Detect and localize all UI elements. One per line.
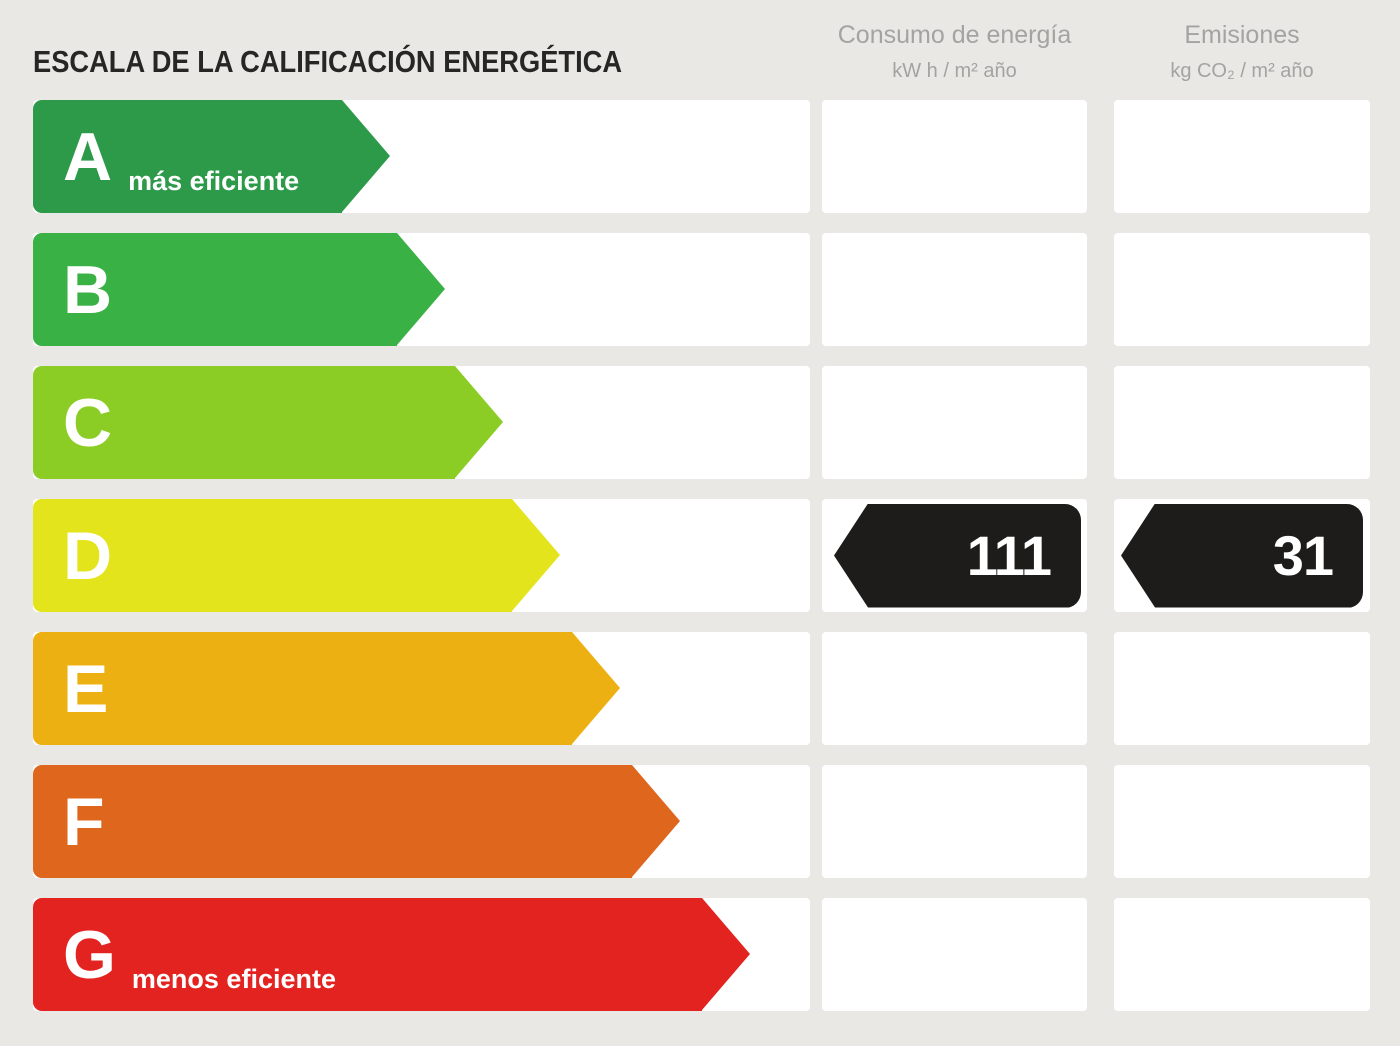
emissions-cell [1114,632,1370,745]
consumption-cell [822,765,1087,878]
scale-row-D: D 111 31 [33,499,1400,612]
scale-row-G: G menos eficiente [33,898,1400,1011]
consumption-cell [822,898,1087,1011]
grade-bar-E: E [33,632,620,745]
efficiency-note: menos eficiente [131,964,336,994]
grade-bar-G: G menos eficiente [33,898,750,1011]
grade-bar-A: A más eficiente [33,100,390,213]
emissions-cell [1114,100,1370,213]
consumption-cell [822,632,1087,745]
emissions-cell: 31 [1114,499,1370,612]
grade-bar-B: B [33,233,445,346]
scale-row-C: C [33,366,1400,479]
emissions-value-badge: 31 [1121,503,1363,608]
efficiency-note: más eficiente [128,166,300,196]
consumption-column-header: Consumo de energía kW h / m² año [822,0,1087,100]
bar-track: F [33,765,810,878]
grade-letter: D [63,517,113,594]
bar-track: B [33,233,810,346]
consumption-cell: 111 [822,499,1087,612]
bar-track: E [33,632,810,745]
consumption-value-badge: 111 [834,503,1081,608]
rating-scale: A más eficiente B C D [33,100,1400,1011]
grade-bar-C: C [33,366,503,479]
emissions-cell [1114,898,1370,1011]
grade-letter: C [63,384,113,461]
grade-letter: F [63,783,105,860]
consumption-unit: kW h / m² año [892,60,1017,82]
scale-row-E: E [33,632,1400,745]
grade-letter: B [63,251,113,328]
bar-track: D [33,499,810,612]
grade-bar-D: D [33,499,560,612]
emissions-column-header: Emisiones kg CO₂ / m² año [1114,0,1370,100]
emissions-cell [1114,366,1370,479]
bar-track: G menos eficiente [33,898,810,1011]
consumption-title: Consumo de energía [837,21,1072,49]
grade-letter: G [63,916,116,993]
emissions-cell [1114,765,1370,878]
scale-row-B: B [33,233,1400,346]
bar-track: C [33,366,810,479]
bar-track: A más eficiente [33,100,810,213]
emissions-unit: kg CO₂ / m² año [1170,60,1314,82]
consumption-cell [822,366,1087,479]
page-title: ESCALA DE LA CALIFICACIÓN ENERGÉTICA [33,44,623,79]
grade-letter: E [63,650,109,727]
consumption-cell [822,100,1087,213]
scale-row-F: F [33,765,1400,878]
emissions-title: Emisiones [1184,21,1300,49]
scale-row-A: A más eficiente [33,100,1400,213]
grade-letter: A [63,118,113,195]
grade-bar-F: F [33,765,680,878]
consumption-cell [822,233,1087,346]
emissions-cell [1114,233,1370,346]
header: ESCALA DE LA CALIFICACIÓN ENERGÉTICA Con… [33,0,1400,100]
